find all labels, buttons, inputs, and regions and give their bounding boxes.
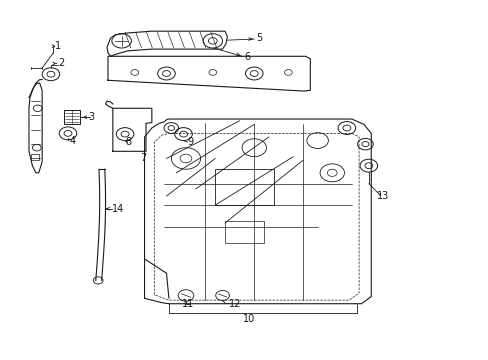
Text: 9: 9 <box>187 138 194 147</box>
Text: 8: 8 <box>125 138 132 147</box>
Text: 5: 5 <box>256 33 262 43</box>
Text: 4: 4 <box>70 136 76 146</box>
FancyBboxPatch shape <box>31 154 39 160</box>
Bar <box>215 169 273 205</box>
Text: 11: 11 <box>182 299 194 309</box>
Text: 6: 6 <box>244 52 249 62</box>
Text: 14: 14 <box>111 204 123 214</box>
Bar <box>64 110 80 125</box>
Text: 12: 12 <box>228 299 241 309</box>
Text: 3: 3 <box>88 112 94 122</box>
Text: 10: 10 <box>243 314 255 324</box>
Text: 13: 13 <box>377 191 389 201</box>
Text: 2: 2 <box>59 58 64 68</box>
Bar <box>224 221 264 243</box>
Text: 7: 7 <box>140 153 146 163</box>
Text: 1: 1 <box>55 41 61 50</box>
